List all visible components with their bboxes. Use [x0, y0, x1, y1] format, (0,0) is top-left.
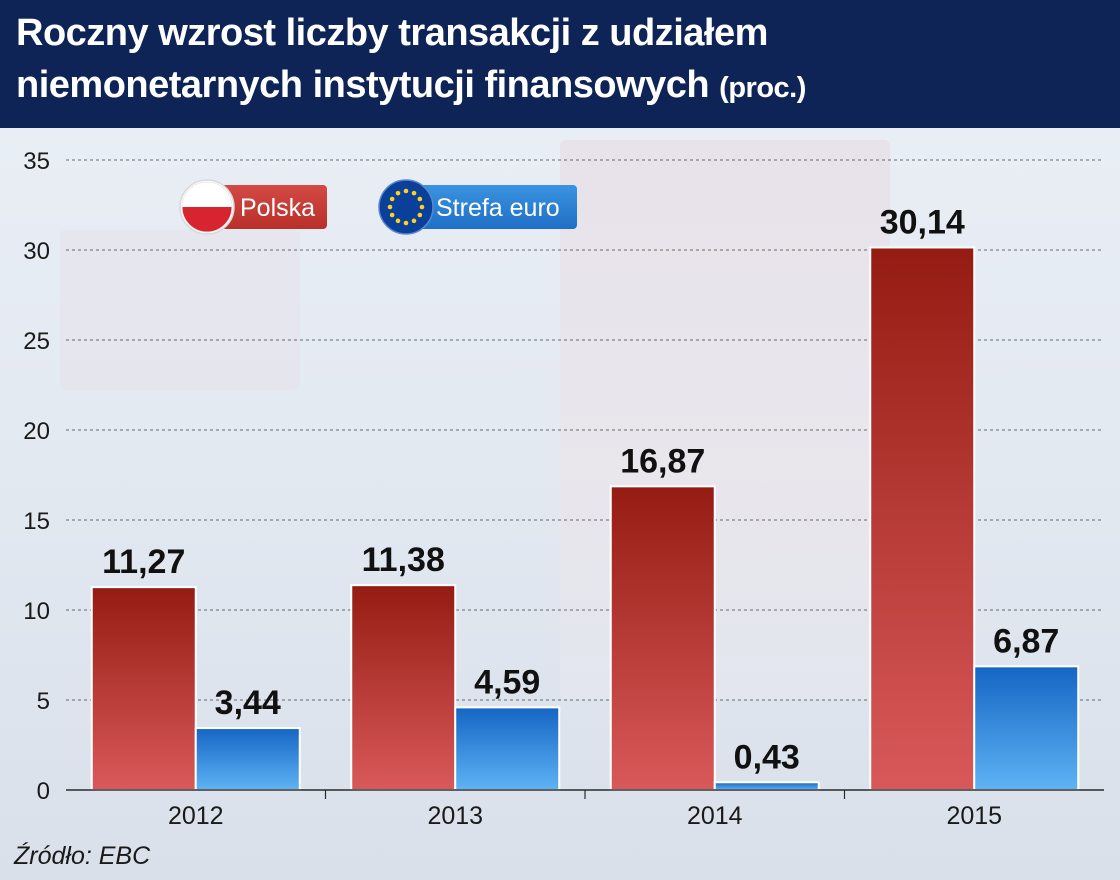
y-tick-label: 20: [23, 418, 50, 445]
legend: Polska Strefa euro: [179, 179, 577, 235]
legend-item-strefa-euro: Strefa euro: [378, 179, 577, 235]
data-label-strefa-euro-2015: 6,87: [993, 622, 1059, 660]
y-tick-label: 15: [23, 508, 50, 535]
data-label-polska-2015: 30,14: [880, 203, 965, 241]
eu-star: [403, 220, 409, 226]
eu-star: [389, 212, 395, 218]
legend-label-strefa-euro: Strefa euro: [436, 194, 560, 222]
eu-star: [417, 196, 423, 202]
bar-polska-2013: [350, 584, 457, 791]
bars: [90, 246, 1080, 792]
data-label-strefa-euro-2013: 4,59: [474, 663, 540, 701]
legend-item-polska: Polska: [179, 179, 327, 235]
y-tick-label: 10: [23, 598, 50, 625]
eu-star: [389, 196, 395, 202]
y-tick-label: 25: [23, 328, 50, 355]
background-banknote: [60, 230, 300, 390]
chart-title-unit: (proc.): [719, 72, 806, 104]
eu-star: [411, 218, 417, 224]
bar-strefa-euro-2012: [194, 727, 301, 792]
bar-polska-2015: [869, 246, 976, 792]
data-labels: 11,27 3,44 11,38 4,59 16,87 0,43 30,14 6,87: [102, 203, 1059, 776]
y-tick-label: 30: [23, 238, 50, 265]
y-tick-label: 5: [37, 688, 50, 715]
x-tick-label: 2013: [427, 802, 483, 830]
y-tick-label: 0: [37, 778, 50, 805]
eu-flag-icon: [378, 179, 434, 235]
chart-title-line-1: Roczny wzrost liczby transakcji z udział…: [16, 12, 768, 54]
data-label-polska-2012: 11,27: [102, 543, 185, 581]
data-label-strefa-euro-2012: 3,44: [215, 684, 281, 722]
y-axis: 0 5 10 15 20 25 30 35: [23, 148, 50, 805]
bar-strefa-euro-2013: [454, 706, 561, 792]
bar-polska-2014: [609, 485, 716, 791]
chart-header: Roczny wzrost liczby transakcji z udział…: [0, 0, 1120, 128]
bar-chart: 0 5 10 15 20 25 30 35 11,27 3,44 11,38 4,59 16,87 0,…: [23, 148, 1104, 830]
data-label-strefa-euro-2014: 0,43: [734, 738, 800, 776]
bar-strefa-euro-2014: [713, 781, 820, 792]
eu-star: [403, 188, 409, 194]
eu-star: [395, 218, 401, 224]
chart-title-text: niemonetarnych instytucji finansowych: [16, 64, 710, 106]
x-tick-label: 2014: [687, 802, 743, 830]
eu-star: [387, 204, 393, 210]
chart-title-line-2: niemonetarnych instytucji finansowych (p…: [16, 64, 806, 107]
eu-star: [411, 190, 417, 196]
data-label-polska-2014: 16,87: [620, 442, 705, 480]
legend-strefa-euro-swatch: [402, 185, 577, 229]
source-note: Źródło: EBC: [14, 842, 151, 870]
eu-star: [417, 212, 423, 218]
eu-star: [395, 190, 401, 196]
poland-flag-icon: [179, 179, 235, 235]
y-tick-label: 35: [23, 148, 50, 175]
bar-polska-2012: [90, 586, 197, 792]
eu-star: [419, 204, 425, 210]
data-label-polska-2013: 11,38: [362, 541, 445, 579]
legend-polska-swatch: [202, 185, 327, 229]
bar-strefa-euro-2015: [973, 665, 1080, 792]
x-axis: 2012 2013 2014 2015: [66, 789, 1104, 830]
legend-label-polska: Polska: [240, 194, 315, 222]
x-tick-label: 2015: [946, 802, 1002, 830]
x-tick-label: 2012: [168, 802, 224, 830]
